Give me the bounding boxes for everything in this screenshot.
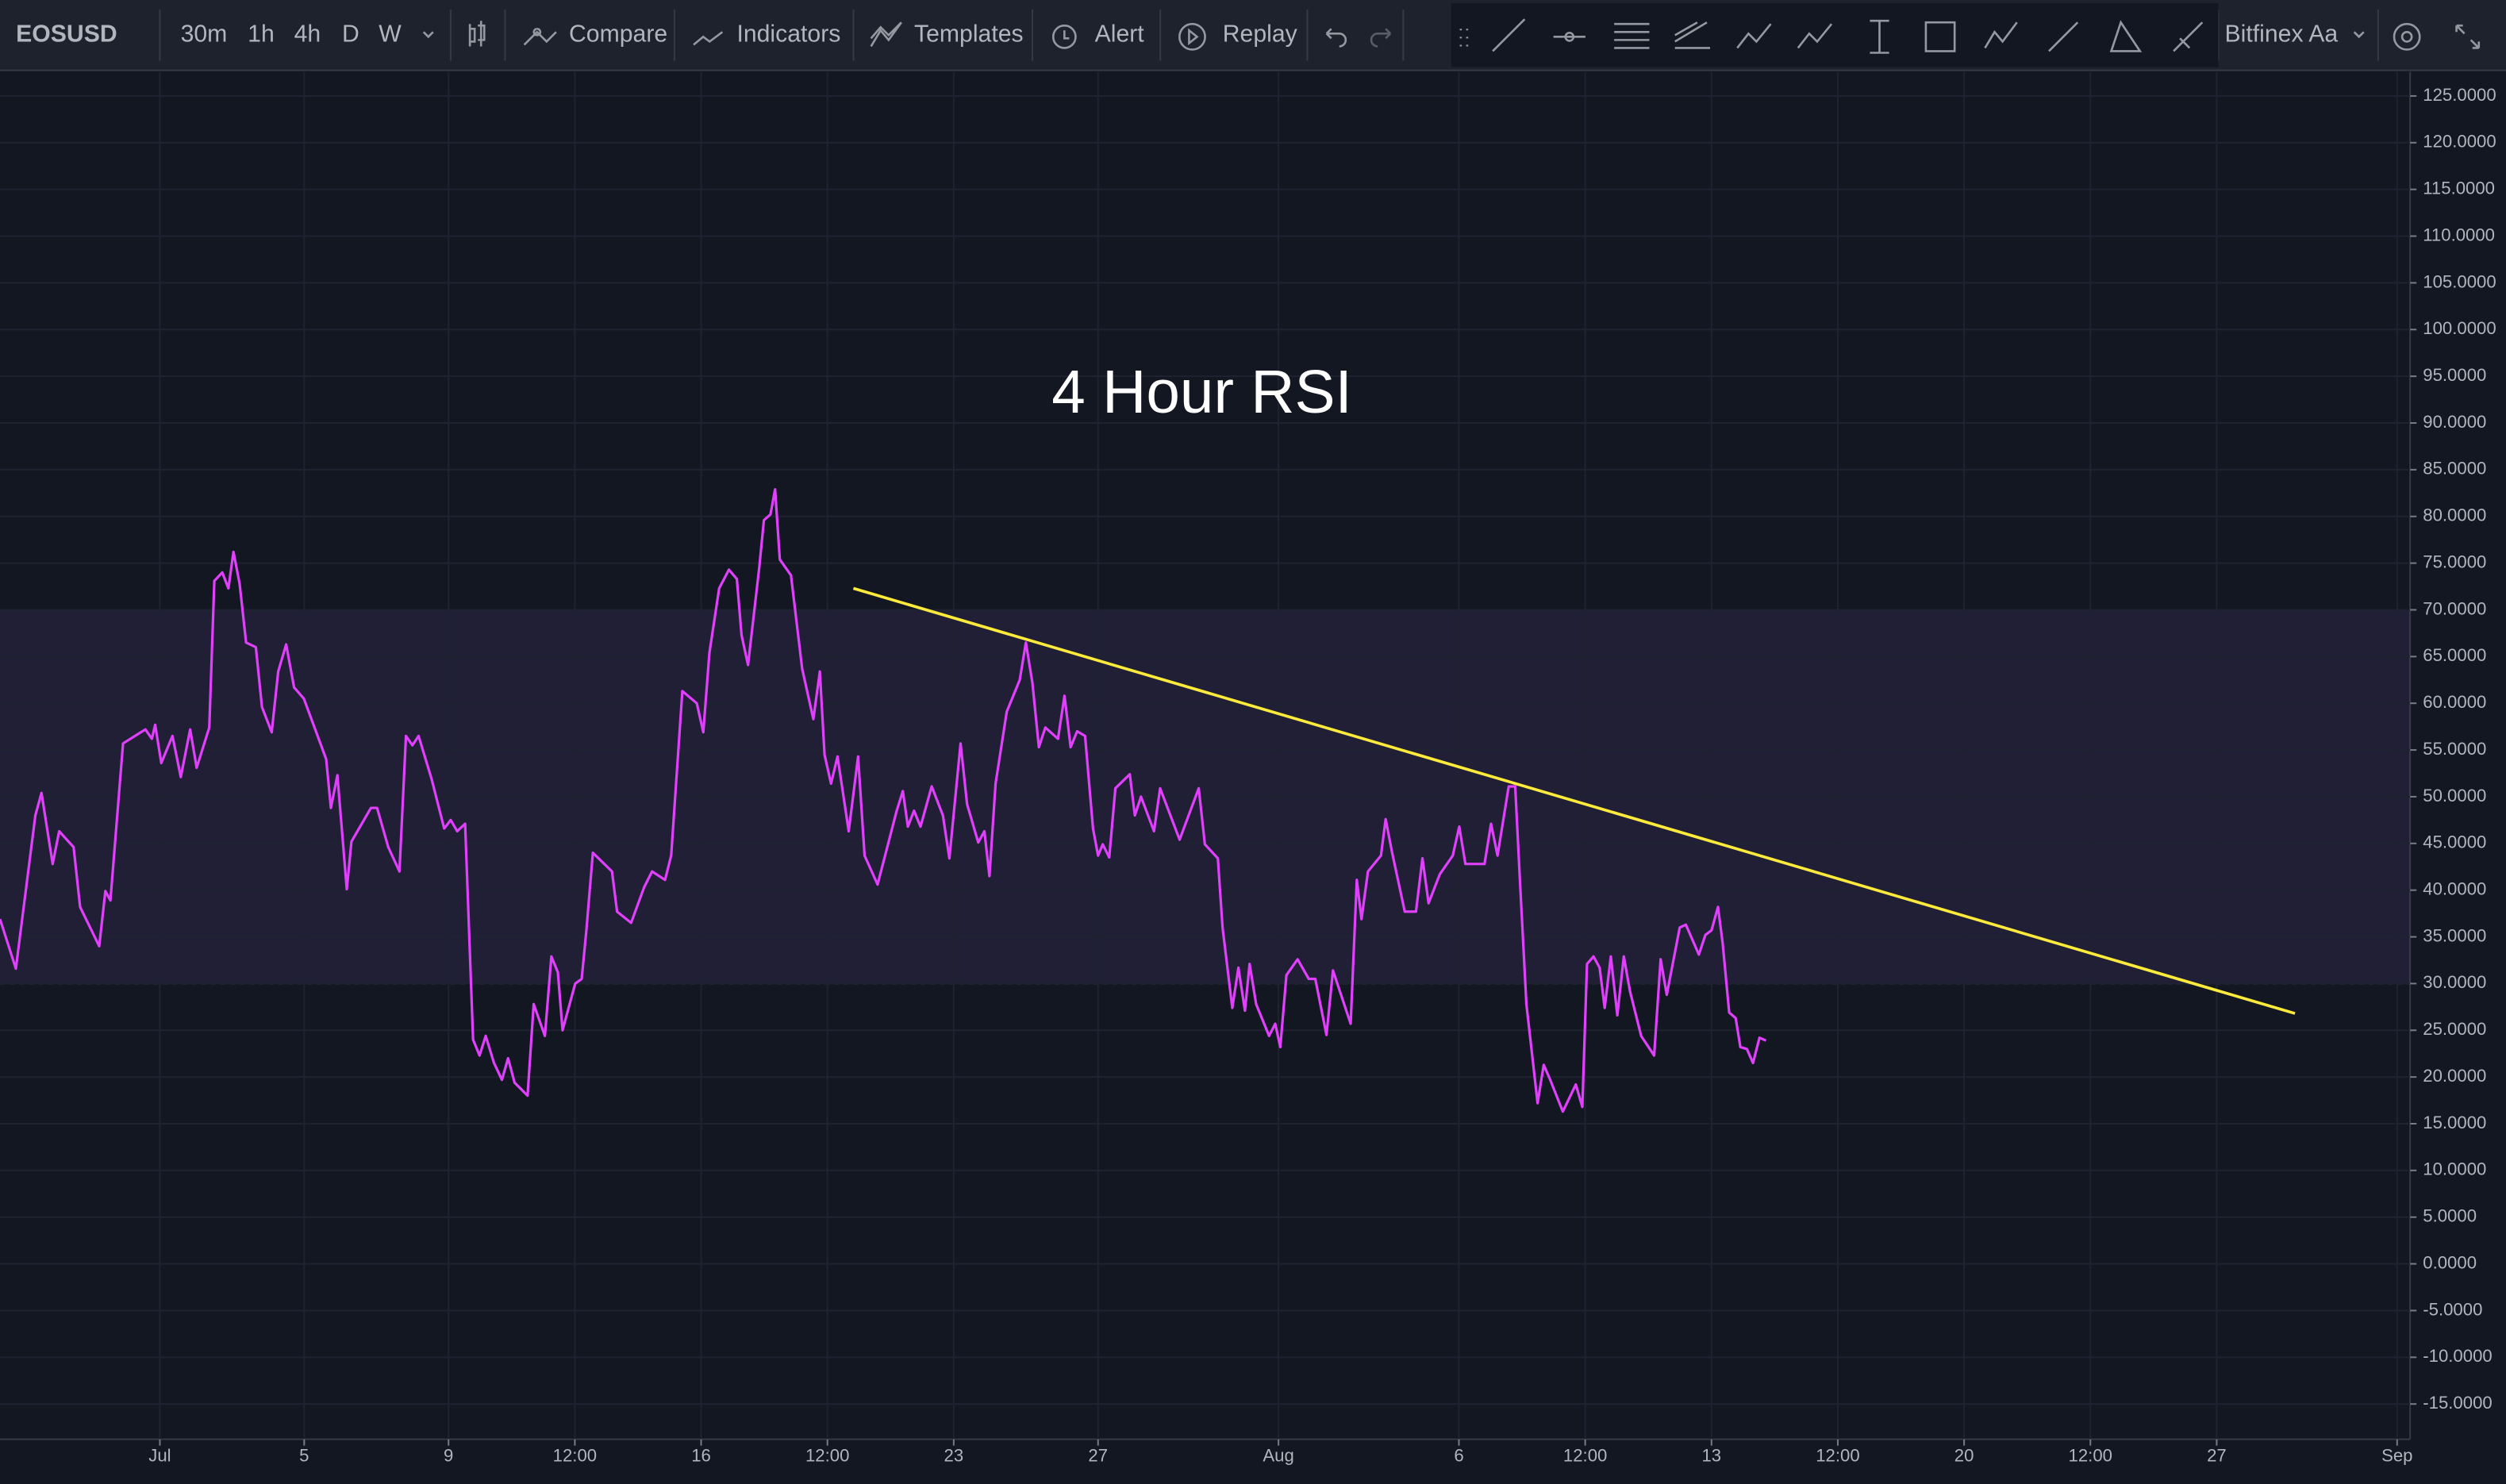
trendline (852, 586, 2296, 1015)
y-tick-label: 115.0000 (2423, 179, 2495, 198)
y-tick-label: 55.0000 (2423, 739, 2486, 759)
x-tick-label: 27 (2207, 1446, 2227, 1466)
x-tick-label: 6 (1454, 1446, 1463, 1466)
y-tick-label: 35.0000 (2423, 925, 2486, 945)
y-tick-label: 45.0000 (2423, 832, 2486, 852)
x-tick-label: 9 (444, 1446, 453, 1466)
y-tick-label: 50.0000 (2423, 786, 2486, 805)
interval-button[interactable]: D (342, 21, 359, 47)
x-tick-label: 12:00 (553, 1446, 597, 1466)
x-tick-label: 13 (1701, 1446, 1721, 1466)
y-tick-label: 110.0000 (2423, 225, 2495, 244)
y-tick-label: 80.0000 (2423, 506, 2486, 525)
x-tick-label: 20 (1954, 1446, 1974, 1466)
y-tick-label: 125.0000 (2423, 85, 2496, 105)
y-tick-label: 40.0000 (2423, 879, 2486, 899)
x-tick-label: 12:00 (1816, 1446, 1859, 1466)
y-tick-label: 0.0000 (2423, 1252, 2477, 1272)
y-tick-label: 70.0000 (2423, 598, 2486, 618)
y-tick-label: 25.0000 (2423, 1019, 2486, 1039)
symbol[interactable]: EOSUSD (16, 21, 117, 47)
y-tick-label: 15.0000 (2423, 1113, 2486, 1132)
y-tick-label: 85.0000 (2423, 459, 2486, 479)
y-tick-label: 105.0000 (2423, 271, 2496, 291)
y-tick-label: 10.0000 (2423, 1159, 2486, 1179)
x-tick-label: Sep (2381, 1446, 2412, 1466)
y-tick-label: 5.0000 (2423, 1206, 2477, 1226)
toolbar-button[interactable]: Replay (1223, 21, 1298, 47)
interval-button[interactable]: 30m (181, 21, 228, 47)
toolbar-button[interactable]: Compare (569, 21, 667, 47)
toolbar-button[interactable]: Indicators (736, 21, 840, 47)
y-tick-label: 75.0000 (2423, 552, 2486, 571)
y-tick-label: 100.0000 (2423, 318, 2496, 338)
y-tick-label: 20.0000 (2423, 1066, 2486, 1086)
x-tick-label: 12:00 (805, 1446, 849, 1466)
toolbar-icons (422, 3, 2481, 67)
x-tick-label: 5 (299, 1446, 309, 1466)
y-tick-label: -10.0000 (2423, 1346, 2492, 1366)
interval-button[interactable]: W (379, 21, 402, 47)
x-tick-label: 16 (691, 1446, 711, 1466)
y-tick-label: 90.0000 (2423, 412, 2486, 432)
x-tick-label: Jul (148, 1446, 171, 1466)
interval-button[interactable]: 1h (248, 21, 275, 47)
x-tick-label: 12:00 (1563, 1446, 1607, 1466)
interval-button[interactable]: 4h (294, 21, 321, 47)
y-tick-label: 120.0000 (2423, 132, 2496, 152)
y-tick-label: -5.0000 (2423, 1299, 2482, 1319)
x-tick-label: 12:00 (2069, 1446, 2112, 1466)
chart-annotation: 4 Hour RSI (1051, 359, 1352, 426)
x-tick-label: 23 (944, 1446, 964, 1466)
y-tick-label: 30.0000 (2423, 972, 2486, 992)
y-tick-label: -15.0000 (2423, 1393, 2492, 1413)
y-tick-label: 65.0000 (2423, 645, 2486, 665)
toolbar-button[interactable]: Alert (1095, 21, 1145, 47)
x-tick-label: Aug (1263, 1446, 1293, 1466)
y-tick-label: 95.0000 (2423, 365, 2486, 385)
toolbar-button[interactable]: Templates (914, 21, 1024, 47)
exchange-label: Bitfinex Aa (2225, 21, 2339, 47)
rsi-line (0, 487, 1767, 1113)
y-tick-label: 60.0000 (2423, 692, 2486, 712)
x-tick-label: 27 (1088, 1446, 1108, 1466)
